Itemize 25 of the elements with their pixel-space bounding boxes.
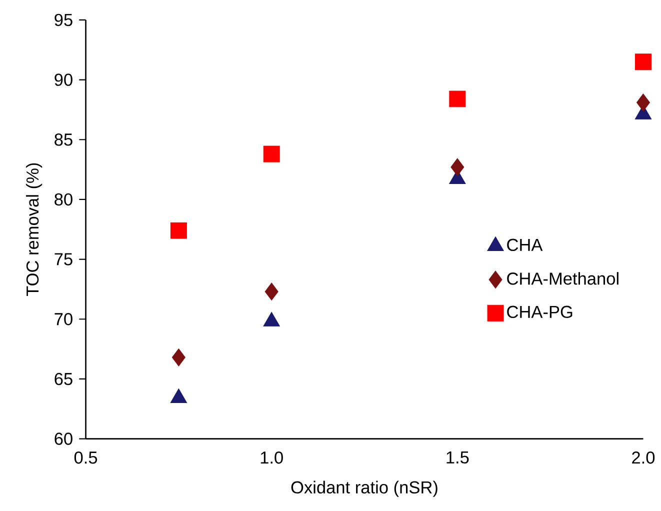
- y-tick-label: 85: [54, 134, 72, 146]
- y-tick-label: 90: [54, 74, 72, 86]
- x-tick-label: 1.5: [446, 452, 469, 464]
- legend-label: CHA: [507, 238, 543, 252]
- y-tick-label: 95: [54, 14, 72, 26]
- point: [636, 94, 650, 112]
- y-axis-title: TOC removal (%): [26, 164, 42, 296]
- x-axis-title: Oxidant ratio (nSR): [291, 481, 438, 498]
- point: [450, 158, 464, 176]
- y-tick-label: 65: [54, 373, 72, 386]
- y-tick-label: 60: [54, 432, 72, 446]
- point: [172, 348, 186, 367]
- point: [263, 146, 280, 162]
- y-tick-label: 70: [54, 313, 72, 326]
- x-tick-label: 1.0: [260, 452, 283, 464]
- point: [170, 222, 187, 240]
- point: [634, 54, 652, 70]
- point: [264, 282, 278, 301]
- legend-label: CHA-Methanol: [507, 272, 618, 285]
- x-tick-label: 0.5: [74, 452, 98, 464]
- x-tick-label: 2.0: [632, 452, 655, 464]
- y-tick-label: 80: [54, 194, 72, 206]
- y-tick-label: 75: [54, 253, 72, 266]
- point: [449, 90, 466, 108]
- legend-label: CHA-PG: [507, 306, 572, 318]
